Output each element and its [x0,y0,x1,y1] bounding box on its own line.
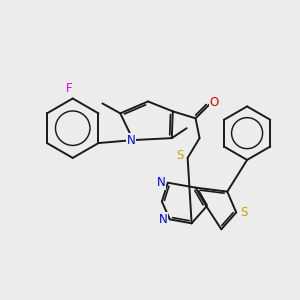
Text: O: O [210,96,219,109]
Text: N: N [127,134,136,147]
Text: F: F [65,82,72,95]
Text: S: S [176,149,183,162]
Text: N: N [158,213,167,226]
Text: S: S [240,206,248,219]
Text: N: N [157,176,165,189]
